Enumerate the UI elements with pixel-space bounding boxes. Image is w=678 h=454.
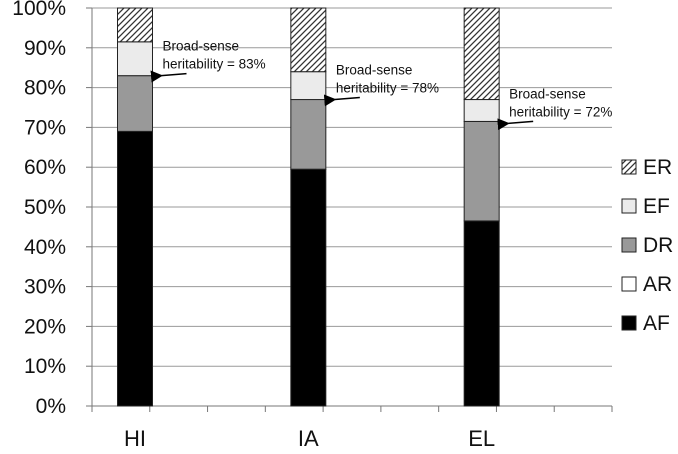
- annotation-line1: Broad-sense: [163, 39, 240, 54]
- legend-label-ar: AR: [643, 273, 672, 296]
- annotation-line1: Broad-sense: [336, 63, 413, 78]
- x-category-label: EL: [468, 426, 495, 451]
- legend-label-af: AF: [643, 312, 670, 335]
- y-tick-label: 100%: [12, 0, 66, 20]
- bar-segment-dr-ia: [290, 99, 327, 170]
- y-tick-label: 10%: [24, 355, 66, 378]
- y-tick-label: 70%: [24, 116, 66, 139]
- bar-segment-dr-el: [463, 120, 500, 222]
- legend-swatch-ar: [621, 276, 637, 292]
- bar-segment-af-hi: [117, 130, 153, 407]
- bar-segment-er-el: [463, 7, 500, 101]
- y-tick-label: 90%: [24, 37, 66, 60]
- bar-segment-er-hi: [117, 7, 153, 43]
- bar-segment-ef-ia: [290, 71, 327, 101]
- legend-swatch-af: [621, 315, 637, 331]
- annotations: Broad-sense heritability = 83% Broad-sense…: [150, 39, 612, 131]
- legend-label-ef: EF: [643, 195, 670, 218]
- y-tick-label: 80%: [24, 77, 66, 100]
- annotation-arrow: [150, 70, 187, 83]
- x-category-label: IA: [298, 426, 319, 451]
- bar-segment-ef-el: [463, 99, 500, 122]
- y-tick-label: 30%: [24, 276, 66, 299]
- annotation-line2: heritability = 78%: [336, 81, 439, 96]
- stacked-bars: [117, 7, 500, 407]
- y-tick-label: 40%: [24, 236, 66, 259]
- y-tick-label: 20%: [24, 315, 66, 338]
- annotation-line1: Broad-sense: [509, 86, 586, 101]
- gridlines: [92, 7, 612, 407]
- annotation-arrow: [497, 118, 534, 131]
- y-tick-label: 0%: [36, 395, 66, 418]
- y-tick-label: 50%: [24, 196, 66, 219]
- bar-segment-af-ia: [290, 168, 327, 407]
- legend-label-dr: DR: [643, 234, 673, 257]
- legend-swatch-dr: [621, 237, 637, 253]
- annotation-line2: heritability = 72%: [509, 104, 612, 119]
- bar-segment-dr-hi: [117, 75, 153, 132]
- annotation-arrow: [323, 94, 360, 107]
- bar-segment-er-ia: [290, 7, 327, 73]
- annotation-line2: heritability = 83%: [163, 57, 266, 72]
- x-axis: HI IA EL: [91, 405, 613, 451]
- x-category-label: HI: [124, 426, 146, 451]
- y-tick-label: 60%: [24, 156, 66, 179]
- bar-segment-ef-hi: [117, 41, 153, 77]
- legend-swatch-er: [621, 159, 637, 175]
- bar-segment-af-el: [463, 220, 500, 407]
- legend-swatch-ef: [621, 198, 637, 214]
- legend-label-er: ER: [643, 156, 672, 179]
- legend: ER EF DR AR AF: [621, 156, 673, 335]
- y-axis: 0% 10% 20% 30% 40% 50% 60% 70% 80% 90% 100%: [12, 0, 93, 418]
